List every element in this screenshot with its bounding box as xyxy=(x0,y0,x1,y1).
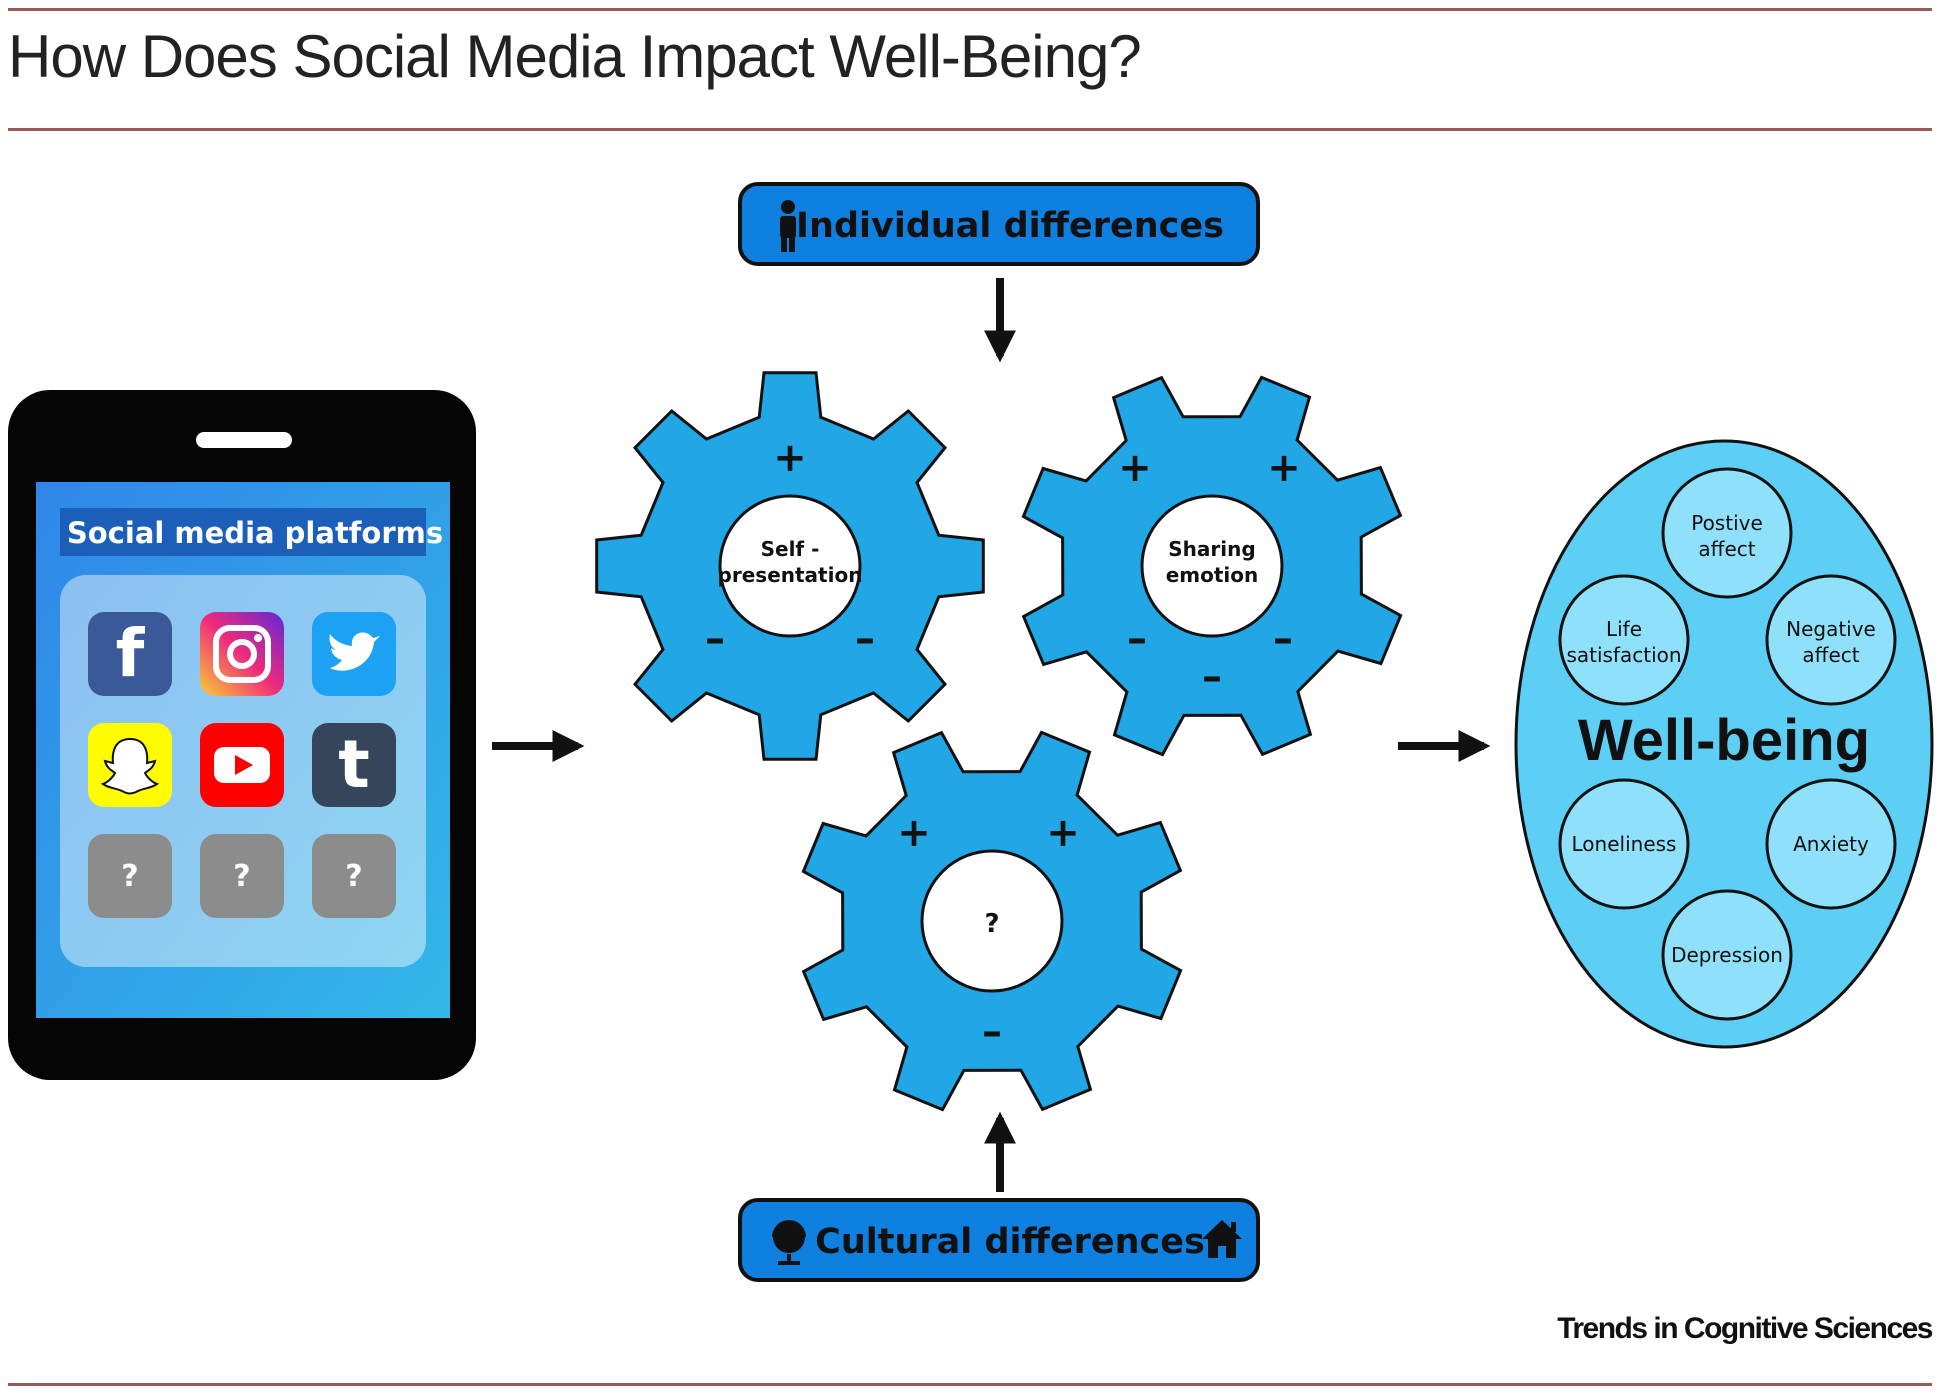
self-presentation-label-line2: presentation xyxy=(718,563,863,587)
globe-icon xyxy=(771,1220,807,1265)
tumblr-icon[interactable]: t xyxy=(312,723,396,807)
minus-sign: – xyxy=(1202,654,1222,700)
gear-emotion-hub xyxy=(1140,494,1284,638)
instagram-icon[interactable] xyxy=(200,612,284,696)
minus-sign: – xyxy=(982,1009,1002,1055)
platforms-heading-bar xyxy=(60,508,426,556)
loneliness-label: Loneliness xyxy=(1572,832,1677,856)
header-rule xyxy=(8,128,1932,131)
minus-sign: – xyxy=(1273,616,1293,662)
gear-self-hub xyxy=(718,494,862,638)
anxiety-label: Anxiety xyxy=(1793,832,1869,856)
plus-sign: + xyxy=(773,435,807,481)
facebook-icon[interactable]: f xyxy=(88,612,172,696)
individual-differences-label: Individual differences xyxy=(796,206,1224,246)
outcome-anxiety: Anxiety xyxy=(1765,778,1897,910)
self-presentation-label-line1: Self - xyxy=(761,537,820,561)
svg-text:f: f xyxy=(116,615,146,692)
outcome-positive-affect: Postive affect xyxy=(1661,467,1793,599)
app-grid: f t??? xyxy=(88,612,396,918)
wellbeing-title: Well-being xyxy=(1578,708,1870,773)
positive-affect-line1: Postive xyxy=(1691,511,1763,535)
outcome-loneliness: Loneliness xyxy=(1558,778,1690,910)
flow-arrows xyxy=(492,278,1491,1192)
unknown-app-icon[interactable]: ? xyxy=(312,834,396,918)
wellbeing-cluster: Postive affect Life satisfaction Negativ… xyxy=(1514,439,1934,1049)
svg-text:t: t xyxy=(338,726,370,803)
life-satisfaction-line2: satisfaction xyxy=(1566,643,1681,667)
sharing-emotion-label-line1: Sharing xyxy=(1168,537,1255,561)
individual-differences-box: Individual differences xyxy=(738,182,1260,266)
sharing-emotion-label-line2: emotion xyxy=(1166,563,1259,587)
youtube-icon[interactable] xyxy=(200,723,284,807)
plus-sign: + xyxy=(897,810,931,856)
snapchat-icon[interactable] xyxy=(88,723,172,807)
plus-sign: + xyxy=(1267,445,1301,491)
svg-text:?: ? xyxy=(345,859,362,894)
outcome-negative-affect: Negative affect xyxy=(1765,574,1897,706)
person-icon xyxy=(780,200,796,252)
smartphone: Social media platforms f t??? xyxy=(8,390,476,1080)
unknown-app-icon[interactable]: ? xyxy=(88,834,172,918)
outcome-life-satisfaction: Life satisfaction xyxy=(1558,574,1690,706)
plus-sign: + xyxy=(1046,810,1080,856)
journal-credit: Trends in Cognitive Sciences xyxy=(1557,1312,1933,1345)
svg-text:?: ? xyxy=(233,859,250,894)
minus-sign: – xyxy=(855,616,875,662)
outcome-depression: Depression xyxy=(1661,889,1793,1021)
unknown-app-icon[interactable]: ? xyxy=(200,834,284,918)
home-icon xyxy=(1202,1220,1242,1258)
depression-label: Depression xyxy=(1671,943,1783,967)
gears: Self - presentation + – – Sharing emotio… xyxy=(595,371,1403,1112)
unknown-mechanism-label: ? xyxy=(984,909,999,939)
gear-unknown-hub xyxy=(920,849,1064,993)
minus-sign: – xyxy=(705,616,725,662)
life-satisfaction-line1: Life xyxy=(1606,617,1642,641)
phone-speaker xyxy=(196,432,292,448)
positive-affect-line2: affect xyxy=(1698,537,1755,561)
svg-text:?: ? xyxy=(121,859,138,894)
twitter-icon[interactable] xyxy=(312,612,396,696)
top-rule xyxy=(8,8,1932,11)
negative-affect-line1: Negative xyxy=(1786,617,1876,641)
cultural-differences-box: Cultural differences xyxy=(738,1198,1260,1282)
platforms-heading: Social media platforms xyxy=(67,516,443,550)
plus-sign: + xyxy=(1118,445,1152,491)
minus-sign: – xyxy=(1127,616,1147,662)
cultural-differences-label: Cultural differences xyxy=(815,1222,1205,1262)
footer-rule xyxy=(8,1383,1932,1386)
figure-title: How Does Social Media Impact Well-Being? xyxy=(8,23,1142,90)
negative-affect-line2: affect xyxy=(1802,643,1859,667)
